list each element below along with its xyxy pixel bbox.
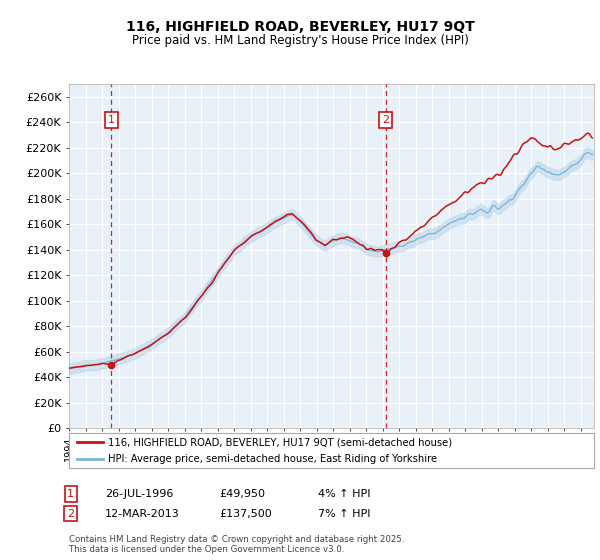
Text: 7% ↑ HPI: 7% ↑ HPI xyxy=(318,508,371,519)
Text: HPI: Average price, semi-detached house, East Riding of Yorkshire: HPI: Average price, semi-detached house,… xyxy=(109,454,437,464)
Text: 26-JUL-1996: 26-JUL-1996 xyxy=(105,489,173,499)
Text: 12-MAR-2013: 12-MAR-2013 xyxy=(105,508,180,519)
Text: Price paid vs. HM Land Registry's House Price Index (HPI): Price paid vs. HM Land Registry's House … xyxy=(131,34,469,46)
Text: 4% ↑ HPI: 4% ↑ HPI xyxy=(318,489,371,499)
Text: 1: 1 xyxy=(67,489,74,499)
Text: £137,500: £137,500 xyxy=(219,508,272,519)
Text: 2: 2 xyxy=(67,508,74,519)
Text: £49,950: £49,950 xyxy=(219,489,265,499)
Text: 1: 1 xyxy=(108,115,115,125)
Text: 2: 2 xyxy=(382,115,389,125)
Text: 116, HIGHFIELD ROAD, BEVERLEY, HU17 9QT: 116, HIGHFIELD ROAD, BEVERLEY, HU17 9QT xyxy=(125,20,475,34)
Text: 116, HIGHFIELD ROAD, BEVERLEY, HU17 9QT (semi-detached house): 116, HIGHFIELD ROAD, BEVERLEY, HU17 9QT … xyxy=(109,437,452,447)
Text: Contains HM Land Registry data © Crown copyright and database right 2025.
This d: Contains HM Land Registry data © Crown c… xyxy=(69,535,404,554)
